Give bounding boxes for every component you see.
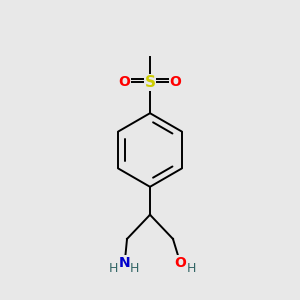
Text: S: S — [145, 75, 155, 90]
Text: O: O — [174, 256, 186, 270]
Text: O: O — [170, 75, 182, 89]
Text: N: N — [119, 256, 130, 270]
Text: O: O — [118, 75, 130, 89]
Text: H: H — [129, 262, 139, 275]
Text: H: H — [187, 262, 196, 275]
Text: H: H — [109, 262, 118, 275]
